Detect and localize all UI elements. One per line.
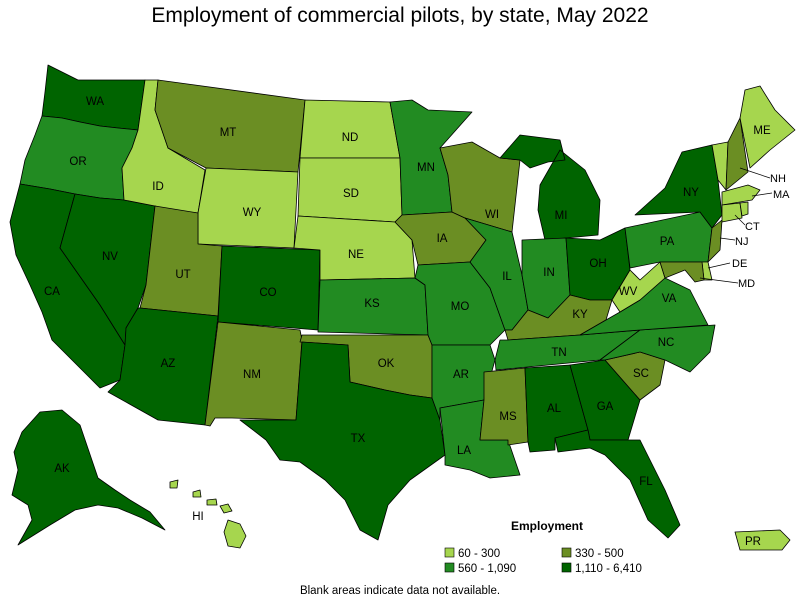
label-ND: ND bbox=[342, 132, 359, 144]
state-PR[interactable] bbox=[734, 529, 791, 551]
label-GA: GA bbox=[597, 401, 614, 413]
label-AR: AR bbox=[453, 369, 469, 381]
label-NC: NC bbox=[658, 337, 675, 349]
label-VA: VA bbox=[662, 293, 677, 305]
label-AL: AL bbox=[547, 403, 562, 415]
state-WY[interactable] bbox=[197, 167, 299, 249]
label-MS: MS bbox=[499, 411, 517, 423]
legend-swatch-c1 bbox=[444, 547, 455, 558]
legend-label-c1: 60 - 300 bbox=[458, 548, 500, 560]
label-MO: MO bbox=[451, 301, 470, 313]
label-NH: NH bbox=[770, 173, 786, 185]
label-KS: KS bbox=[364, 298, 380, 310]
label-NJ: NJ bbox=[735, 236, 748, 248]
label-WI: WI bbox=[485, 209, 499, 221]
legend-swatch-c2 bbox=[561, 547, 572, 558]
state-FL[interactable] bbox=[554, 429, 681, 539]
state-MI[interactable] bbox=[499, 134, 601, 241]
legend-label-c4: 1,110 - 6,410 bbox=[575, 563, 642, 575]
state-NJ[interactable] bbox=[707, 219, 723, 263]
legend-label-c3: 560 - 1,090 bbox=[458, 563, 516, 575]
state-AK[interactable] bbox=[11, 409, 166, 546]
label-LA: LA bbox=[457, 445, 471, 457]
state-ND[interactable] bbox=[299, 99, 401, 159]
legend-swatch-c3 bbox=[444, 562, 455, 573]
label-NY: NY bbox=[683, 187, 699, 199]
label-OK: OK bbox=[378, 358, 395, 370]
label-WA: WA bbox=[86, 96, 104, 108]
state-MA[interactable] bbox=[721, 184, 761, 206]
footnote: Blank areas indicate data not available. bbox=[300, 585, 500, 597]
label-SC: SC bbox=[633, 368, 649, 380]
label-HI: HI bbox=[192, 511, 204, 523]
label-WV: WV bbox=[619, 286, 638, 298]
label-NE: NE bbox=[348, 249, 364, 261]
label-OH: OH bbox=[589, 258, 606, 270]
state-shapes bbox=[9, 64, 796, 551]
label-TN: TN bbox=[551, 347, 566, 359]
label-IN: IN bbox=[543, 267, 555, 279]
label-IA: IA bbox=[437, 233, 448, 245]
label-MN: MN bbox=[417, 162, 435, 174]
legend-label-c2: 330 - 500 bbox=[575, 548, 624, 560]
label-SD: SD bbox=[343, 188, 359, 200]
label-MI: MI bbox=[555, 210, 568, 222]
state-NH[interactable] bbox=[725, 117, 749, 191]
label-MT: MT bbox=[220, 127, 237, 139]
label-CT: CT bbox=[745, 221, 760, 233]
legend: Employment 60 - 300 330 - 500 560 - 1,09… bbox=[444, 519, 642, 575]
label-MA: MA bbox=[773, 189, 790, 201]
state-RI[interactable] bbox=[739, 201, 749, 217]
label-AZ: AZ bbox=[161, 358, 176, 370]
state-ME[interactable] bbox=[739, 85, 796, 169]
state-labels: WA OR CA NV ID MT WY UT AZ CO NM ND SD N… bbox=[44, 96, 790, 548]
state-MS[interactable] bbox=[479, 367, 529, 446]
label-IL: IL bbox=[502, 271, 512, 283]
label-ID: ID bbox=[152, 181, 164, 193]
legend-swatch-c4 bbox=[561, 562, 572, 573]
label-NM: NM bbox=[243, 369, 261, 381]
label-CA: CA bbox=[44, 286, 60, 298]
label-ME: ME bbox=[753, 125, 771, 137]
state-HI[interactable] bbox=[169, 479, 247, 549]
state-MD[interactable] bbox=[659, 261, 705, 283]
legend-title: Employment bbox=[511, 519, 583, 533]
label-WY: WY bbox=[243, 207, 262, 219]
label-PA: PA bbox=[660, 236, 675, 248]
label-NV: NV bbox=[102, 251, 118, 263]
leader-lines bbox=[699, 167, 773, 284]
label-TX: TX bbox=[351, 433, 366, 445]
label-OR: OR bbox=[69, 156, 86, 168]
map-title: Employment of commercial pilots, by stat… bbox=[151, 4, 648, 27]
label-MD: MD bbox=[738, 278, 755, 290]
state-TX[interactable] bbox=[239, 341, 446, 541]
label-CO: CO bbox=[259, 287, 276, 299]
label-KY: KY bbox=[572, 309, 588, 321]
label-FL: FL bbox=[639, 476, 653, 488]
label-UT: UT bbox=[175, 269, 190, 281]
label-PR: PR bbox=[745, 536, 761, 548]
state-NM[interactable] bbox=[204, 321, 303, 427]
label-DE: DE bbox=[732, 258, 747, 270]
state-NY[interactable] bbox=[634, 144, 723, 229]
label-AK: AK bbox=[54, 463, 70, 475]
